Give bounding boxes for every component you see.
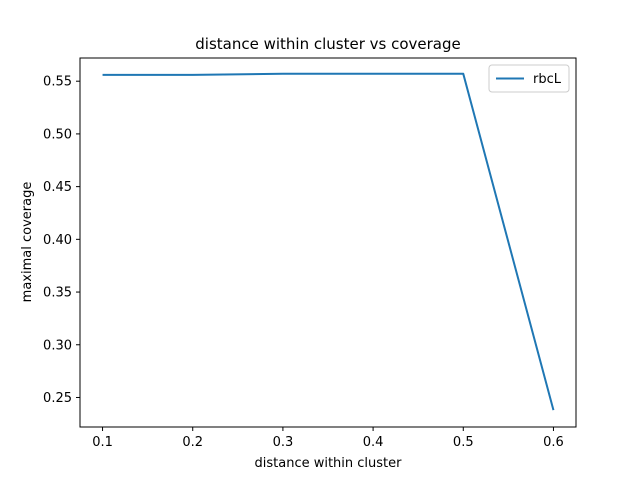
x-axis-ticks: 0.1 0.2 0.3 0.4 0.5 0.6 [92, 427, 564, 450]
y-axis-label: maximal coverage [20, 182, 35, 303]
y-tick-label: 0.40 [43, 233, 72, 248]
x-tick-label: 0.4 [363, 435, 384, 450]
y-tick-label: 0.55 [43, 75, 72, 90]
x-axis-label: distance within cluster [255, 456, 403, 471]
y-tick-label: 0.25 [43, 391, 72, 406]
x-tick-label: 0.5 [453, 435, 474, 450]
legend-label-rbcL: rbcL [533, 72, 562, 87]
legend-box [488, 64, 570, 93]
y-tick-label: 0.45 [43, 180, 72, 195]
x-tick-label: 0.3 [273, 435, 294, 450]
legend: rbcL [488, 64, 570, 93]
plot-area-frame [79, 57, 577, 428]
y-tick-label: 0.30 [43, 338, 72, 353]
y-tick-label: 0.50 [43, 127, 72, 142]
series-layer [102, 72, 555, 411]
x-tick-label: 0.2 [182, 435, 203, 450]
x-tick-label: 0.6 [543, 435, 564, 450]
y-axis-ticks: 0.25 0.30 0.35 0.40 0.45 0.50 0.55 [43, 75, 80, 406]
y-tick-label: 0.35 [43, 286, 72, 301]
x-tick-label: 0.1 [92, 435, 113, 450]
series-line-rbcL [102, 72, 555, 411]
chart-title: distance within cluster vs coverage [195, 35, 460, 53]
